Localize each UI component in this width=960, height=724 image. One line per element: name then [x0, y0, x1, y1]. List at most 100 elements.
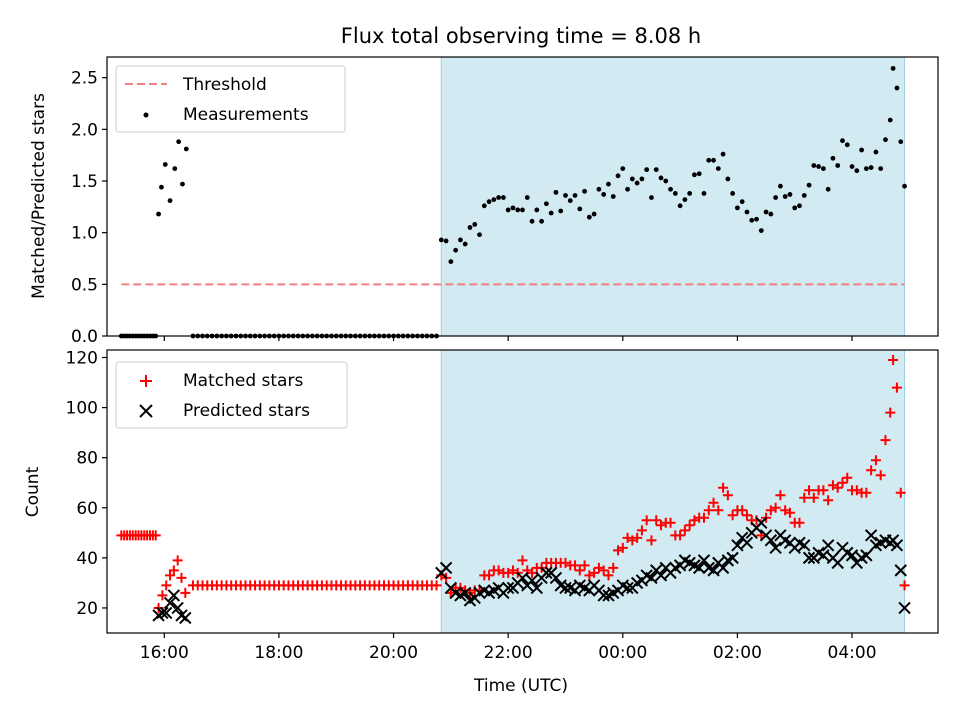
matched-stars-legend-label: Matched stars	[183, 371, 303, 391]
measurements-point	[720, 151, 726, 157]
measurements-point	[644, 167, 650, 173]
chart-title: Flux total observing time = 8.08 h	[341, 24, 701, 48]
predicted-stars-point	[549, 571, 563, 585]
measurements-point	[625, 186, 630, 192]
matched-stars-point	[603, 570, 614, 581]
measurements-point	[868, 165, 874, 170]
measurements-point	[615, 173, 621, 179]
matched-stars-point	[703, 505, 714, 516]
matched-stars-point	[675, 530, 686, 541]
matched-stars-point	[527, 567, 538, 578]
predicted-stars-point	[894, 564, 907, 577]
measurements-point	[787, 192, 793, 197]
predicted-stars-point	[559, 581, 572, 595]
bottom-y-tick-label: 100	[66, 399, 98, 419]
predicted-stars-point	[525, 574, 539, 587]
predicted-stars-point	[163, 596, 177, 610]
matched-stars-point	[698, 512, 709, 523]
measurements-point	[797, 203, 802, 209]
measurements-point	[548, 210, 554, 216]
matched-stars-point	[570, 560, 581, 571]
measurements-point	[176, 139, 182, 145]
predicted-stars-point	[516, 571, 529, 585]
measurements-point	[682, 197, 688, 203]
predicted-stars-point	[458, 586, 472, 600]
measurements-point	[505, 207, 511, 213]
measurements-point	[844, 142, 850, 148]
measurements-point	[591, 211, 597, 217]
predicted-stars-point	[167, 589, 181, 602]
matched-stars-point	[866, 465, 877, 476]
measurements-point	[472, 222, 478, 227]
measurements-point	[677, 203, 683, 209]
matched-stars-point	[651, 515, 662, 526]
measurements-point	[739, 199, 745, 205]
predicted-stars-point	[845, 549, 859, 562]
matched-stars-point	[172, 555, 183, 566]
measurements-point	[156, 211, 161, 217]
measurements-point	[792, 205, 798, 211]
bottom-y-tick-label: 20	[76, 599, 98, 619]
measurements-point	[534, 207, 540, 213]
predicted-stars-point	[798, 539, 811, 552]
threshold-legend-label: Threshold	[182, 75, 267, 95]
matched-stars-point	[641, 515, 652, 526]
x-tick-label: 02:00	[713, 643, 762, 663]
measurements-point	[811, 163, 817, 168]
matched-stars-point	[784, 507, 795, 518]
measurements-point	[730, 191, 736, 196]
bottom-y-axis-label: Count	[23, 466, 43, 517]
measurements-point	[687, 191, 693, 196]
predicted-stars-point	[755, 516, 768, 530]
measurements-point	[840, 138, 845, 144]
measurements-point	[496, 195, 502, 200]
predicted-stars-point	[860, 549, 873, 562]
matched-stars-point	[775, 490, 786, 501]
x-tick-label: 16:00	[140, 643, 189, 663]
matched-stars-point	[832, 482, 843, 493]
predicted-stars-point	[597, 589, 610, 602]
top-x-ticks	[163, 336, 853, 341]
measurements-point	[567, 198, 573, 204]
matched-stars-point	[891, 382, 902, 393]
measurements-point	[458, 237, 463, 243]
measurements-point	[763, 209, 769, 215]
predicted-stars-point	[707, 564, 720, 577]
matched-stars-point	[794, 517, 805, 528]
matched-stars-point	[168, 565, 179, 576]
measurements-point	[898, 139, 904, 145]
predicted-stars-point	[898, 601, 911, 615]
measurements-point	[629, 176, 635, 182]
matched-stars-point	[842, 472, 853, 483]
measurements-point	[890, 65, 896, 71]
measurements-point	[849, 164, 855, 169]
measurements-point	[696, 171, 702, 177]
measurements-point	[634, 180, 640, 186]
measurements-point	[883, 137, 888, 143]
matched-stars-point	[799, 492, 810, 503]
x-tick-label: 20:00	[369, 643, 418, 663]
measurements-point	[820, 166, 826, 172]
predicted-stars-point	[540, 566, 553, 580]
measurements-point	[758, 228, 764, 234]
bottom-y-ticks: 20 40 60 80 100 120	[66, 349, 107, 619]
x-tick-label: 00:00	[598, 643, 647, 663]
measurements-point	[854, 168, 860, 174]
measurements-point	[878, 166, 884, 172]
measurements-point	[582, 188, 587, 194]
measurements-point	[816, 164, 822, 169]
measurements-point	[672, 191, 678, 196]
bottom-y-tick-label: 120	[66, 349, 98, 369]
measurements-point	[159, 184, 164, 190]
measurements-point	[586, 214, 592, 220]
measurements-point	[539, 218, 545, 224]
matched-stars-point	[722, 490, 733, 501]
measurements-point	[438, 237, 444, 243]
top-plot-area: 0.0 0.5 1.0 1.5 2.0 2.5	[71, 56, 939, 347]
matched-stars-point	[517, 555, 528, 566]
measurements-point	[902, 183, 907, 189]
measurements-point	[180, 181, 185, 187]
measurements-point	[486, 199, 492, 205]
matched-stars-point	[684, 520, 695, 531]
measurements-point	[768, 211, 774, 217]
